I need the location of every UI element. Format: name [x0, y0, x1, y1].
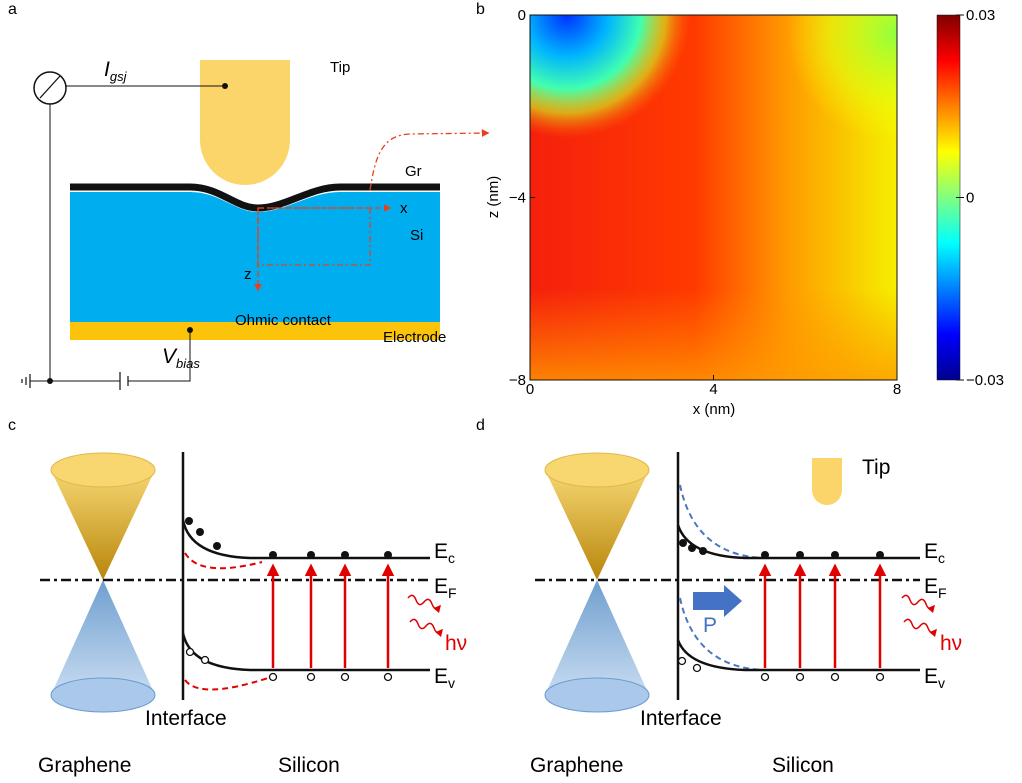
polarization-label: P: [703, 614, 717, 637]
panel-b: b x (nm) z (nm) 0 4 8 0 −4 −8 0.03 0 −0.03: [476, 1, 1004, 418]
photon-arrows: [902, 595, 936, 632]
symbol: E: [434, 540, 448, 563]
photon-label: hν: [445, 632, 467, 655]
ammeter: [34, 72, 66, 104]
subscript: F: [448, 585, 457, 601]
tip: [200, 60, 290, 185]
subscript: c: [938, 550, 945, 566]
current-label: Igsj: [104, 58, 128, 84]
conduction-band: [183, 520, 430, 558]
cone-top: [545, 453, 649, 487]
polarization-arrow: [693, 585, 742, 617]
panel-label: c: [8, 417, 16, 434]
graphene-label: Graphene: [530, 754, 623, 777]
y-axis-label: z (nm): [485, 176, 502, 219]
panel-label: b: [476, 1, 485, 18]
valence-band: [183, 633, 430, 670]
body: a Tip Gr Si Ohmic contact Electrode x z …: [0, 0, 1022, 783]
symbol: E: [434, 665, 448, 688]
bias-label: Vbias: [162, 345, 200, 371]
subscript: F: [938, 585, 947, 601]
symbol: E: [924, 540, 938, 563]
electrons: [679, 539, 884, 559]
cone-bottom: [51, 678, 155, 712]
tip-label: Tip: [862, 456, 890, 479]
junction: [47, 378, 53, 384]
ec-label: Ec: [924, 540, 945, 566]
junction: [187, 327, 193, 333]
silicon-label: Silicon: [772, 754, 834, 777]
subscript: v: [938, 675, 945, 691]
silicon: [70, 192, 440, 322]
panel-a: a Tip Gr Si Ohmic contact Electrode x z …: [8, 1, 488, 390]
contact-label: Ohmic contact: [235, 312, 332, 329]
subscript: v: [448, 675, 455, 691]
graphene-label: Graphene: [38, 754, 131, 777]
symbol: E: [924, 575, 938, 598]
ev-label: Ev: [924, 665, 945, 691]
photon-arrows: [408, 595, 442, 632]
excitation-arrows: [273, 566, 388, 668]
electrode-label: Electrode: [383, 329, 446, 346]
subscript: gsj: [110, 69, 128, 84]
junction: [222, 83, 228, 89]
silicon-label: Silicon: [278, 754, 340, 777]
ef-label: EF: [434, 575, 457, 601]
silicon-label: Si: [410, 227, 423, 244]
cone-bottom: [545, 678, 649, 712]
panel-d: d Tip P Ec EF Ev hν Interface Graphene S…: [476, 417, 962, 777]
tip-label: Tip: [330, 59, 350, 76]
zoom-arrow: [370, 133, 488, 190]
x-tick-label: 4: [709, 381, 717, 398]
ef-label: EF: [924, 575, 947, 601]
photon-label: hν: [940, 632, 962, 655]
heatmap-shade: [530, 15, 897, 380]
panel-c: c Ec EF Ev hν Interface Graphene Silicon: [8, 417, 467, 777]
symbol: E: [924, 665, 938, 688]
band-bend: [185, 678, 268, 690]
symbol: E: [434, 575, 448, 598]
colorbar-tick-label: 0.03: [966, 7, 995, 24]
ev-label: Ev: [434, 665, 455, 691]
colorbar-tick-label: 0: [966, 190, 974, 207]
x-axis-label: x (nm): [693, 401, 736, 418]
excitation-arrows: [765, 566, 880, 668]
x-tick-label: 8: [893, 381, 901, 398]
panel-label: a: [8, 1, 17, 18]
colorbar-tick-label: −0.03: [966, 372, 1004, 389]
tip: [812, 458, 842, 505]
x-tick-label: 0: [526, 381, 534, 398]
ec-label: Ec: [434, 540, 455, 566]
cone-top: [51, 453, 155, 487]
y-tick-label: −8: [509, 372, 526, 389]
interface-label: Interface: [640, 707, 722, 730]
y-tick-label: −4: [509, 190, 526, 207]
subscript: c: [448, 550, 455, 566]
figure: a Tip Gr Si Ohmic contact Electrode x z …: [0, 0, 1022, 783]
z-label: z: [244, 266, 252, 283]
y-tick-label: 0: [518, 7, 526, 24]
graphene-label: Gr: [405, 163, 422, 180]
interface-label: Interface: [145, 707, 227, 730]
x-label: x: [400, 200, 408, 217]
subscript: bias: [176, 356, 200, 371]
panel-label: d: [476, 417, 485, 434]
page: Figure {"panel_a": {"label": "a", "curre…: [0, 0, 1022, 783]
